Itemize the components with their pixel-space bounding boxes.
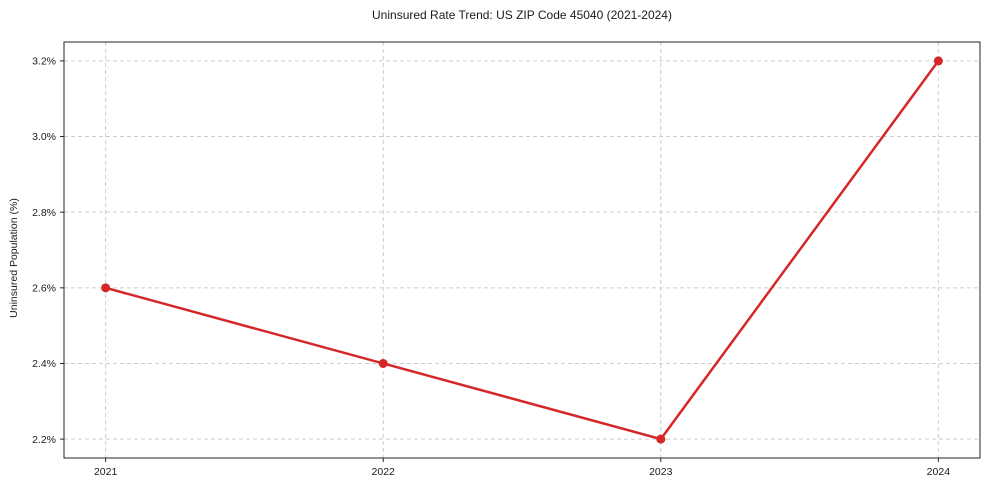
plot-frame	[63, 41, 981, 459]
data-point-marker	[101, 283, 111, 293]
y-tick-label: 3.2%	[32, 56, 56, 68]
y-tick-label: 2.8%	[32, 207, 56, 219]
x-tick-label: 2022	[372, 466, 396, 478]
y-tick-label: 2.2%	[32, 434, 56, 446]
data-point-marker	[378, 358, 388, 368]
trend-line	[104, 59, 940, 441]
x-tick-label: 2023	[649, 466, 673, 478]
y-tick-label: 2.4%	[32, 358, 56, 370]
y-tick-label: 3.0%	[32, 131, 56, 143]
chart-title: Uninsured Rate Trend: US ZIP Code 45040 …	[372, 8, 672, 22]
y-tick-label: 2.6%	[32, 282, 56, 294]
x-tick-label: 2021	[94, 466, 118, 478]
x-tick-label: 2024	[927, 466, 951, 478]
data-point-marker	[933, 56, 943, 66]
data-point-marker	[656, 434, 666, 444]
